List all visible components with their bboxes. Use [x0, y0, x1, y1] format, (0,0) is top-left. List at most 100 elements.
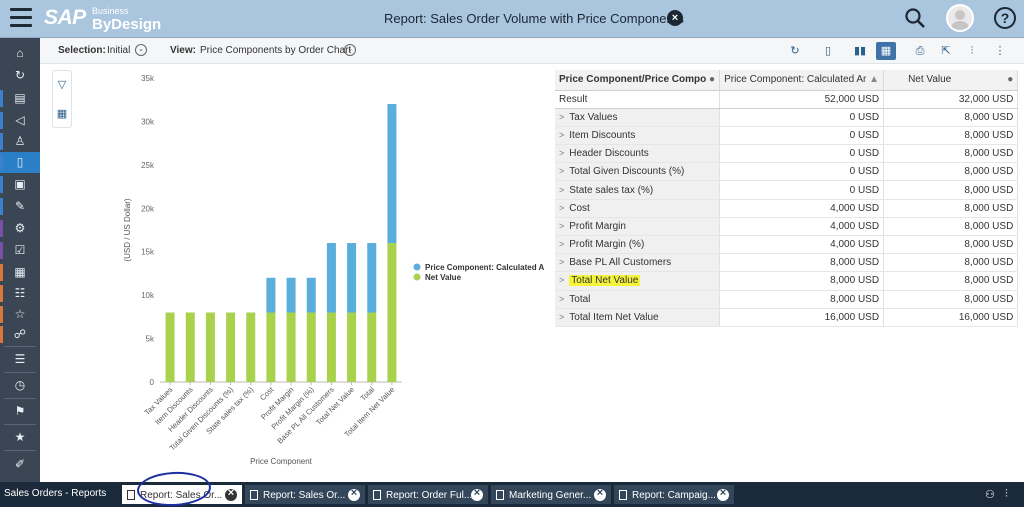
row-label-cell[interactable]: > Cost — [555, 199, 721, 218]
chevron-right-icon[interactable]: > — [559, 148, 565, 159]
chevron-right-icon[interactable]: > — [559, 239, 565, 250]
edit-pad-icon[interactable]: ✐ — [14, 457, 26, 471]
bar-net-value — [266, 312, 276, 382]
close-icon[interactable]: × — [667, 10, 683, 26]
table-row[interactable]: > State sales tax (%) 0 USD 8,000 USD — [555, 180, 1019, 200]
document-person-icon[interactable]: ▣ — [0, 174, 40, 195]
close-icon[interactable] — [348, 487, 360, 501]
tab-report-order-fulfillment[interactable]: Report: Order Ful... — [367, 484, 489, 505]
sort-icon[interactable]: ● — [1007, 74, 1014, 86]
table-row[interactable]: > Total Given Discounts (%) 0 USD 8,000 USD — [555, 162, 1019, 182]
row-label-cell[interactable]: > Total Net Value — [555, 271, 721, 291]
flag-icon[interactable]: ⚑ — [14, 404, 26, 418]
hamburger-menu-icon[interactable] — [10, 8, 32, 28]
table-row[interactable]: > Header Discounts 0 USD 8,000 USD — [555, 144, 1019, 164]
table-header-row: Price Component/Price Compo ● Price Comp… — [555, 70, 1019, 91]
close-icon[interactable] — [594, 487, 606, 501]
calendar-icon[interactable]: ▦ — [0, 262, 40, 283]
row-label-cell[interactable]: > State sales tax (%) — [555, 180, 721, 200]
tab-report-campaign[interactable]: Report: Campaig... — [613, 484, 735, 505]
sliders-icon[interactable]: ⫶ — [1005, 488, 1008, 500]
table-row[interactable]: > Total Net Value 8,000 USD 8,000 USD — [555, 271, 1019, 291]
list-icon[interactable]: ☰ — [14, 352, 26, 366]
row-label-cell[interactable]: > Profit Margin — [555, 217, 721, 237]
table-row[interactable]: > Profit Margin 4,000 USD 8,000 USD — [555, 217, 1019, 237]
favorite-list-icon[interactable]: ★ — [14, 430, 26, 444]
help-icon[interactable]: ? — [994, 7, 1016, 29]
tab-report-sales-order-1[interactable]: Report: Sales Or... — [121, 484, 243, 505]
chevron-right-icon[interactable]: > — [559, 311, 565, 322]
people-icon[interactable]: ⚇ — [985, 489, 995, 501]
chart-table-view-icon[interactable]: ▦ — [876, 42, 896, 60]
table-row[interactable]: > Base PL All Customers 8,000 USD 8,000 USD — [555, 253, 1019, 273]
chevron-right-icon[interactable]: > — [559, 184, 565, 195]
selection-value[interactable]: Initial — [107, 45, 131, 56]
approval-icon[interactable]: ⚙ — [0, 218, 40, 239]
people-group-icon[interactable]: ☷ — [0, 283, 40, 304]
row-label-cell[interactable]: > Base PL All Customers — [555, 253, 721, 273]
export-icon[interactable]: ⇱ — [941, 45, 951, 57]
chevron-down-icon[interactable]: ⌄ — [344, 44, 356, 56]
table-row-result[interactable]: Result 52,000 USD 32,000 USD — [555, 90, 1019, 109]
person-edit-icon[interactable]: ♙ — [0, 131, 40, 152]
home-icon[interactable]: ⌂ — [16, 46, 24, 60]
tab-report-sales-order-2[interactable]: Report: Sales Or... — [244, 484, 366, 505]
grid-icon[interactable]: ▦ — [56, 108, 68, 120]
chevron-right-icon[interactable]: > — [559, 293, 565, 304]
table-row[interactable]: > Item Discounts 0 USD 8,000 USD — [555, 126, 1019, 146]
search-icon[interactable] — [904, 7, 926, 29]
refresh-icon[interactable]: ↻ — [790, 45, 800, 57]
bar-calculated-amount — [266, 277, 276, 313]
table-row[interactable]: > Cost 4,000 USD 8,000 USD — [555, 199, 1019, 218]
clock-icon[interactable]: ◷ — [14, 378, 26, 392]
bar-calculated-amount — [286, 277, 296, 313]
bar-net-value — [286, 312, 296, 382]
more-icon[interactable]: ⋮ — [994, 45, 1006, 57]
row-label-cell[interactable]: > Profit Margin (%) — [555, 235, 721, 255]
refresh-icon[interactable]: ↻ — [14, 68, 26, 82]
close-icon[interactable] — [471, 487, 483, 501]
tab-marketing[interactable]: Marketing Gener... — [490, 484, 612, 505]
user-avatar-icon[interactable] — [946, 4, 974, 32]
column-header-calculated-amount[interactable]: Price Component: Calculated Ar ▲ — [719, 70, 885, 91]
close-icon[interactable] — [225, 487, 237, 501]
document-icon[interactable]: ▯ — [0, 152, 40, 173]
person-star-icon[interactable]: ☆ — [0, 304, 40, 325]
row-label-cell[interactable]: > Total Given Discounts (%) — [555, 162, 721, 182]
chevron-right-icon[interactable]: > — [559, 129, 565, 140]
filter-icon[interactable]: ▽ — [57, 79, 67, 91]
chevron-right-icon[interactable]: > — [559, 220, 565, 231]
checklist-icon[interactable]: ☑ — [0, 240, 40, 261]
chevron-right-icon[interactable]: > — [559, 275, 565, 286]
table-row[interactable]: > Total 8,000 USD 8,000 USD — [555, 290, 1019, 309]
row-label-cell[interactable]: > Tax Values — [555, 108, 721, 127]
sort-asc-icon[interactable]: ▲ — [866, 74, 880, 86]
row-label-cell[interactable]: > Header Discounts — [555, 144, 721, 164]
row-label-cell[interactable]: > Item Discounts — [555, 126, 721, 146]
close-icon[interactable] — [717, 487, 729, 501]
row-label-cell[interactable]: > Total — [555, 290, 721, 309]
edit-document-icon[interactable]: ✎ — [0, 196, 40, 217]
table-row[interactable]: > Profit Margin (%) 4,000 USD 8,000 USD — [555, 235, 1019, 255]
view-value[interactable]: Price Components by Order Chart — [200, 45, 352, 56]
print-icon[interactable]: ⎙ — [915, 45, 925, 57]
org-chart-icon[interactable]: ☍ — [0, 324, 40, 345]
row-label: Item Discounts — [569, 129, 636, 141]
sort-icon[interactable]: ● — [706, 74, 716, 86]
column-header-price-component[interactable]: Price Component/Price Compo ● — [555, 70, 721, 91]
chevron-right-icon[interactable]: > — [559, 257, 565, 268]
row-calc-value: 16,000 USD — [719, 308, 885, 327]
table-row[interactable]: > Tax Values 0 USD 8,000 USD — [555, 108, 1019, 127]
megaphone-icon[interactable]: ◁ — [0, 110, 40, 131]
chevron-right-icon[interactable]: > — [559, 111, 565, 122]
clipboard-icon[interactable]: ▯ — [824, 45, 832, 57]
table-row[interactable]: > Total Item Net Value 16,000 USD 16,000 US… — [555, 308, 1019, 327]
row-label-cell[interactable]: > Total Item Net Value — [555, 308, 721, 327]
chevron-right-icon[interactable]: > — [559, 166, 565, 177]
contact-card-icon[interactable]: ▤ — [0, 88, 40, 109]
column-header-net-value[interactable]: Net Value ● — [883, 70, 1019, 91]
chevron-right-icon[interactable]: > — [559, 202, 565, 213]
chevron-down-icon[interactable]: ⌄ — [135, 44, 147, 56]
settings-sliders-icon[interactable]: ⫶ — [970, 45, 974, 57]
chart-view-icon[interactable]: ▮▮ — [853, 45, 867, 57]
